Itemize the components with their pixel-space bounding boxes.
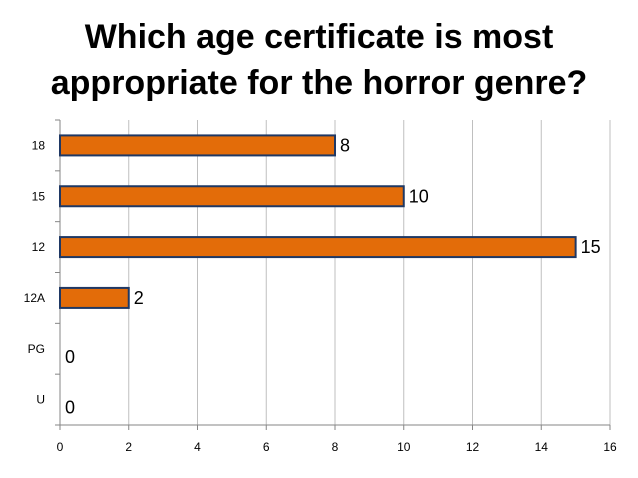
x-tick-label-0: 0: [57, 440, 64, 454]
x-tick-label-8: 8: [332, 440, 339, 454]
data-label-12: 15: [581, 237, 601, 257]
chart-title-line-2: appropriate for the horror genre?: [50, 64, 588, 102]
x-tick-label-4: 4: [194, 440, 201, 454]
data-label-U: 0: [65, 398, 75, 418]
bar-18: [59, 134, 336, 157]
x-tick-label-2: 2: [125, 440, 132, 454]
data-label-18: 8: [340, 135, 350, 155]
chart-title: Which age certificate is most appropriat…: [0, 14, 638, 106]
category-label-PG: PG: [28, 342, 45, 356]
category-label-15: 15: [32, 189, 46, 203]
data-label-PG: 0: [65, 347, 75, 367]
x-tick-label-10: 10: [397, 440, 411, 454]
category-label-U: U: [36, 393, 45, 407]
x-tick-label-6: 6: [263, 440, 270, 454]
x-tick-label-14: 14: [535, 440, 549, 454]
category-label-12A: 12A: [24, 291, 45, 305]
x-tick-labels: 0 2 4 6 8 10 12 14 16: [57, 440, 617, 454]
x-tick-label-16: 16: [603, 440, 617, 454]
x-tick-label-12: 12: [466, 440, 480, 454]
bar-12A: [59, 286, 130, 309]
category-labels: 18 15 12 12A PG U: [24, 138, 46, 406]
category-label-12: 12: [32, 240, 46, 254]
bars: [59, 134, 577, 309]
axes: [55, 119, 611, 430]
gridlines: [128, 120, 611, 425]
category-label-18: 18: [32, 138, 46, 152]
data-label-12A: 2: [134, 288, 144, 308]
bar-15: [59, 185, 405, 208]
data-label-15: 10: [409, 186, 429, 206]
bar-12: [59, 236, 577, 259]
chart-title-line-1: Which age certificate is most: [84, 18, 554, 56]
